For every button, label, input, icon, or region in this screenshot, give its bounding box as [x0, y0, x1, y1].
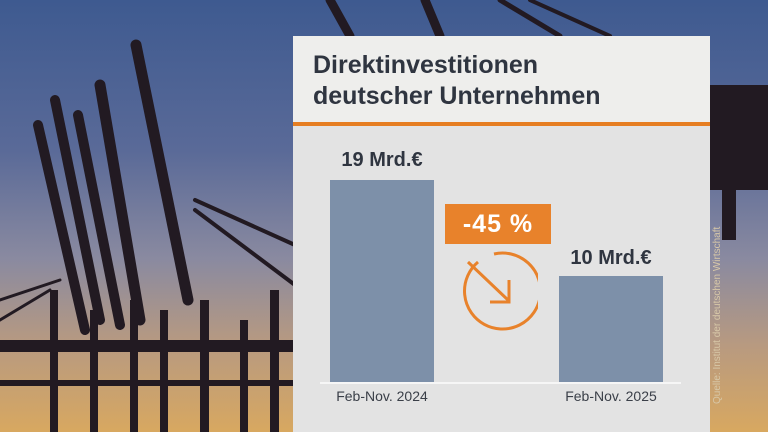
title-divider: [293, 122, 710, 126]
bar-2025: [559, 276, 663, 382]
title-area: Direktinvestitionen deutscher Unternehme…: [293, 36, 710, 122]
bar-value-label-2025: 10 Mrd.€: [570, 247, 652, 269]
bar-value-label-2024: 19 Mrd.€: [341, 149, 423, 171]
x-label-2025: Feb-Nov. 2025: [565, 388, 657, 404]
percent-change-badge: -45 %: [445, 204, 551, 244]
chart-title: Direktinvestitionen deutscher Unternehme…: [313, 50, 601, 112]
source-credit: Quelle: Institut der deutschen Wirtschaf…: [712, 226, 723, 404]
title-line-2: deutscher Unternehmen: [313, 82, 601, 110]
bar-2024: [330, 180, 434, 382]
title-line-1: Direktinvestitionen: [313, 51, 539, 79]
x-label-2024: Feb-Nov. 2024: [336, 388, 428, 404]
x-axis-baseline: [320, 382, 681, 384]
arrow-down-right-circle-icon: [463, 251, 538, 331]
infographic-panel: Direktinvestitionen deutscher Unternehme…: [293, 36, 710, 432]
